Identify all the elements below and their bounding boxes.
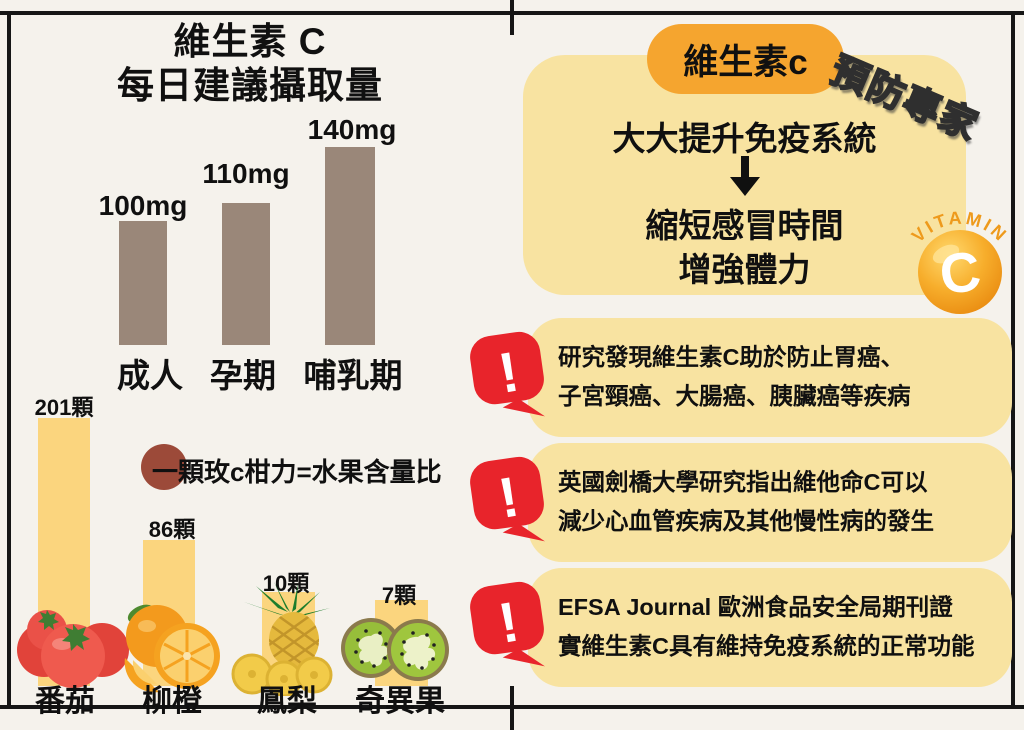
fruit-name-orange: 柳橙 <box>142 685 202 718</box>
alert-exclamation-icon: ! <box>470 331 545 417</box>
alert-exclamation-icon: ! <box>470 456 545 542</box>
coin-letter: C <box>936 238 985 306</box>
kiwi-image <box>341 618 449 681</box>
legend-dot-icon <box>141 444 187 490</box>
benefit-headline: 大大提升免疫系統 <box>612 120 877 157</box>
rda-value-adult: 100mg <box>98 190 188 221</box>
info-card-cancer-line1: 研究發現維生素C助於防止胃癌、 <box>558 344 904 370</box>
rda-value-pregnancy: 110mg <box>202 158 290 189</box>
benefit-result-line1: 縮短感冒時間 <box>645 207 844 244</box>
frame-left-border <box>7 11 11 709</box>
tomato-image <box>17 610 129 688</box>
fruit-name-kiwi: 奇異果 <box>355 685 445 718</box>
fruit-chart-legend: 一顆玫c柑力=水果含量比 <box>152 457 442 487</box>
info-card-cancer: 研究發現維生素C助於防止胃癌、 子宮頸癌、大腸癌、胰臟癌等疾病 <box>528 318 1012 437</box>
info-card-efsa-line2: 實維生素C具有維持免疫系統的正常功能 <box>558 633 975 659</box>
rda-bar-adult <box>119 221 167 345</box>
fruit-count-tomato: 201顆 <box>34 395 94 420</box>
orange-image <box>124 604 220 693</box>
page-title-line1: 維生素 C <box>173 21 327 62</box>
benefit-result-line2: 增強體力 <box>678 251 811 288</box>
rda-bar-lactation <box>325 147 375 345</box>
center-divider-bottom-tick <box>510 686 514 730</box>
alert-exclamation-icon: ! <box>470 581 545 667</box>
rda-category-pregnancy: 孕期 <box>210 357 276 394</box>
vitamin-c-coin-icon: VITAMIN C <box>908 208 1009 314</box>
info-card-cardio-line1: 英國劍橋大學研究指出維他命C可以 <box>558 469 928 495</box>
rda-category-lactation: 哺乳期 <box>303 357 403 394</box>
rda-value-lactation: 140mg <box>307 114 397 145</box>
info-card-cardio: 英國劍橋大學研究指出維他命C可以 減少心血管疾病及其他慢性病的發生 <box>528 443 1012 562</box>
page-title: 維生素 C 每日建議攝取量 <box>40 20 460 107</box>
down-arrow-icon <box>730 156 760 196</box>
info-card-efsa: EFSA Journal 歐洲食品安全局期刊證 實維生素C具有維持免疫系統的正常… <box>528 568 1012 687</box>
fruit-count-kiwi: 7顆 <box>381 583 417 608</box>
info-card-cancer-line2: 子宮頸癌、大腸癌、胰臟癌等疾病 <box>558 383 911 409</box>
vitamin-c-badge: 維生素c <box>647 24 844 94</box>
fruit-count-pineapple: 10顆 <box>262 571 310 596</box>
rda-category-adult: 成人 <box>117 357 183 394</box>
fruit-name-pineapple: 鳳梨 <box>257 685 317 718</box>
page-title-line2: 每日建議攝取量 <box>117 64 383 106</box>
info-card-efsa-line1: EFSA Journal 歐洲食品安全局期刊證 <box>558 594 953 620</box>
frame-right-border <box>1011 11 1015 709</box>
rda-bar-pregnancy <box>222 203 270 345</box>
info-card-cardio-line2: 減少心血管疾病及其他慢性病的發生 <box>558 508 934 534</box>
center-divider-top-tick <box>510 0 514 35</box>
fruit-count-orange: 86顆 <box>148 517 196 542</box>
fruit-name-tomato: 番茄 <box>35 685 95 718</box>
pineapple-image <box>231 582 333 696</box>
